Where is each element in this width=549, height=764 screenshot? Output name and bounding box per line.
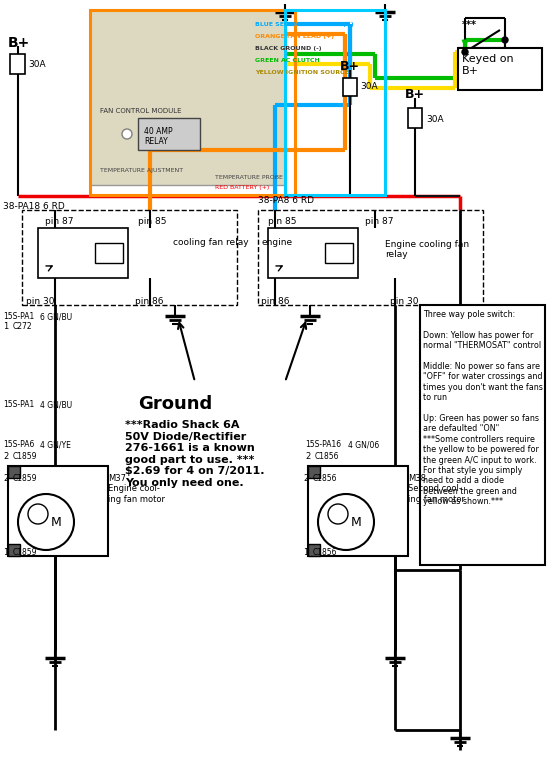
Circle shape (122, 129, 132, 139)
Text: cooling fan relay: cooling fan relay (173, 238, 249, 247)
Text: 15S-PA1: 15S-PA1 (3, 400, 34, 409)
Text: 1: 1 (3, 322, 8, 331)
Bar (90, 10, 295, 195)
Text: 2: 2 (305, 452, 310, 461)
Text: B+: B+ (340, 60, 360, 73)
Text: ***Radio Shack 6A
50V Diode/Rectifier
276-1661 is a known
good part to use. ***
: ***Radio Shack 6A 50V Diode/Rectifier 27… (125, 420, 265, 488)
Text: M37
Engine cool-
ing fan motor: M37 Engine cool- ing fan motor (108, 474, 165, 503)
Text: Three way pole switch:

Down: Yellow has power for
normal "THERMOSAT" control

M: Three way pole switch: Down: Yellow has … (423, 310, 543, 507)
Text: 30A: 30A (28, 60, 46, 69)
Bar (308, 544, 320, 556)
Text: 15S-PA1: 15S-PA1 (3, 312, 34, 321)
Circle shape (462, 49, 468, 55)
Text: pin 30: pin 30 (390, 297, 418, 306)
Bar (95, 243, 123, 263)
Text: M: M (351, 516, 361, 529)
Text: pin 85: pin 85 (138, 217, 166, 226)
Text: 38-PA18 6 RD: 38-PA18 6 RD (3, 202, 65, 211)
Text: BLUE SECOND FAN LEAD (+): BLUE SECOND FAN LEAD (+) (255, 22, 354, 27)
Text: C1856: C1856 (313, 548, 338, 557)
Text: 15S-PA6: 15S-PA6 (3, 440, 35, 449)
Text: 40 AMP
RELAY: 40 AMP RELAY (144, 127, 172, 147)
Bar (258, 210, 483, 305)
Bar (343, 78, 357, 96)
Text: C1856: C1856 (315, 452, 339, 461)
Text: 2: 2 (3, 474, 8, 483)
Bar (8, 466, 108, 556)
Text: 15S-PA16: 15S-PA16 (305, 440, 341, 449)
Text: 4 GN/YE: 4 GN/YE (40, 440, 71, 449)
Text: C1856: C1856 (313, 474, 338, 483)
Circle shape (28, 504, 48, 524)
Text: Engine cooling fan
relay: Engine cooling fan relay (385, 240, 469, 260)
Text: BLACK GROUND (-): BLACK GROUND (-) (255, 46, 322, 51)
Bar (8, 466, 20, 478)
Text: pin 86: pin 86 (135, 297, 164, 306)
Text: B+: B+ (405, 88, 425, 101)
Text: ORANGE FAN LEAD (+): ORANGE FAN LEAD (+) (255, 34, 334, 39)
Text: RED BATTERY (+): RED BATTERY (+) (215, 185, 269, 190)
Text: C1859: C1859 (13, 548, 37, 557)
Text: 1: 1 (303, 548, 308, 557)
Circle shape (18, 494, 74, 550)
Bar (308, 466, 320, 478)
Text: engine: engine (262, 238, 293, 247)
Bar (38, 228, 128, 278)
Text: 6 GN/BU: 6 GN/BU (40, 312, 72, 321)
Text: 30A: 30A (360, 82, 378, 91)
Text: B+: B+ (8, 36, 30, 50)
Bar (420, 305, 545, 565)
Bar (90, 10, 285, 185)
Text: FAN CONTROL MODULE: FAN CONTROL MODULE (100, 108, 182, 114)
Text: M38
Second cool-
ing fan motor: M38 Second cool- ing fan motor (408, 474, 465, 503)
Text: 4 GN/BU: 4 GN/BU (40, 400, 72, 409)
Text: pin 86: pin 86 (261, 297, 289, 306)
Text: 30A: 30A (426, 115, 444, 124)
Bar (268, 228, 358, 278)
Text: 2: 2 (3, 452, 8, 461)
Bar (325, 243, 353, 263)
Text: 4 GN/06: 4 GN/06 (348, 440, 379, 449)
Bar (408, 108, 422, 128)
Text: 1: 1 (3, 548, 8, 557)
Text: pin 85: pin 85 (268, 217, 296, 226)
Text: 38-PA8 6 RD: 38-PA8 6 RD (258, 196, 314, 205)
Text: TEMPERATURE AJUSTMENT: TEMPERATURE AJUSTMENT (100, 168, 183, 173)
Text: Keyed on
B+: Keyed on B+ (462, 54, 514, 76)
Circle shape (318, 494, 374, 550)
Bar (8, 544, 20, 556)
Text: C272: C272 (13, 322, 32, 331)
Text: 2: 2 (303, 474, 308, 483)
Bar (138, 118, 200, 150)
Circle shape (502, 37, 508, 43)
Text: pin 30: pin 30 (26, 297, 54, 306)
Bar (10, 54, 25, 74)
Circle shape (328, 504, 348, 524)
Text: Ground: Ground (138, 395, 212, 413)
Text: ***: *** (462, 20, 477, 30)
Text: C1859: C1859 (13, 452, 37, 461)
Bar (22, 210, 237, 305)
Text: pin 87: pin 87 (45, 217, 74, 226)
Text: pin 87: pin 87 (365, 217, 394, 226)
Bar (285, 10, 385, 195)
Text: C1859: C1859 (13, 474, 37, 483)
Text: GREEN AC CLUTCH: GREEN AC CLUTCH (255, 58, 320, 63)
Text: YELLOW IGNITION SOURCE: YELLOW IGNITION SOURCE (255, 70, 349, 75)
Bar (308, 466, 408, 556)
Bar (458, 48, 542, 90)
Text: TEMPERATURE PROBE: TEMPERATURE PROBE (215, 175, 283, 180)
Text: M: M (51, 516, 61, 529)
